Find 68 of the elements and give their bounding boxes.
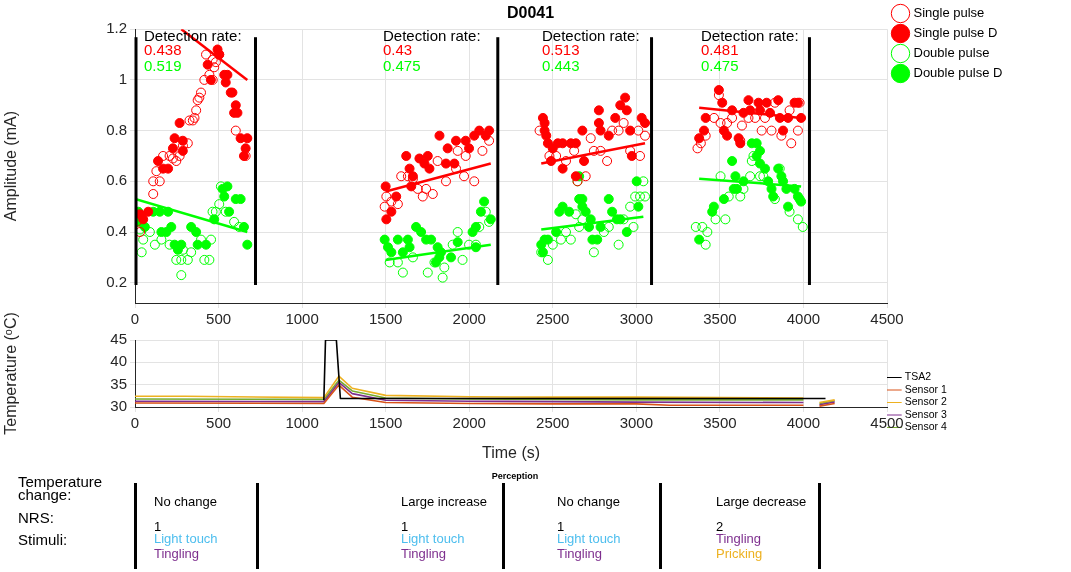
x-tick-label: 2500 xyxy=(536,310,570,328)
annotation: 0.475 xyxy=(701,57,739,75)
y-tick-label: 40 xyxy=(110,352,127,370)
x-tick-label: 4500 xyxy=(870,310,904,328)
x-tick-label: 0 xyxy=(130,310,140,328)
legend-label: Sensor 3 xyxy=(904,407,947,420)
y-axis-title: Temperature (ᵒC) xyxy=(2,312,20,435)
legend-label: Sensor 4 xyxy=(904,420,947,433)
y-tick-label: 0.8 xyxy=(106,120,127,138)
text: Tingling xyxy=(716,531,762,546)
text: No change xyxy=(154,494,217,509)
y-tick-label: 0.6 xyxy=(106,171,127,189)
text: Large decrease xyxy=(716,494,807,509)
legend-label: Single pulse xyxy=(913,5,985,21)
text: Pricking xyxy=(716,546,763,561)
text: Stimuli: xyxy=(18,531,68,548)
text: 1 xyxy=(557,519,565,534)
x-tick-label: 2500 xyxy=(536,414,570,432)
y-tick-label: 30 xyxy=(110,397,127,415)
text: Tingling xyxy=(557,546,603,561)
text: Light touch xyxy=(154,531,218,546)
y-tick-label: 45 xyxy=(110,330,127,348)
x-tick-label: 1000 xyxy=(285,414,319,432)
text: Large increase xyxy=(401,494,487,509)
x-tick-label: 4500 xyxy=(870,414,904,432)
x-tick-label: 2000 xyxy=(452,414,486,432)
x-tick-label: 4000 xyxy=(786,414,821,432)
text: Tingling xyxy=(154,546,200,561)
x-tick-label: 3500 xyxy=(703,414,737,432)
x-tick-label: 500 xyxy=(206,414,232,432)
legend-label: Sensor 1 xyxy=(904,382,947,395)
text: Tingling xyxy=(401,546,447,561)
x-tick-label: 0 xyxy=(130,414,140,432)
text: 2 xyxy=(716,519,724,534)
legend-label: Sensor 2 xyxy=(904,395,947,408)
y-axis-title: Amplitude (mA) xyxy=(2,110,20,222)
legend-label: TSA2 xyxy=(904,370,932,383)
annotation: 0.438 xyxy=(144,41,182,59)
chart-title: D0041 xyxy=(506,4,555,22)
text: No change xyxy=(557,494,620,509)
annotation: 0.443 xyxy=(542,57,580,75)
text: 1 xyxy=(401,519,409,534)
x-tick-label: 3000 xyxy=(619,310,654,328)
x-tick-label: 3000 xyxy=(619,414,654,432)
text: NRS: xyxy=(18,509,54,526)
x-tick-label: 4000 xyxy=(786,310,821,328)
text: Light touch xyxy=(557,531,621,546)
x-tick-label: 2000 xyxy=(452,310,486,328)
y-tick-label: 35 xyxy=(110,374,127,392)
annotation: 0.519 xyxy=(144,57,182,75)
y-tick-label: 0.4 xyxy=(106,222,127,240)
y-tick-label: 0.2 xyxy=(106,272,127,290)
text: Temperature change: xyxy=(18,473,104,503)
x-tick-label: 1000 xyxy=(285,310,319,328)
legend-label: Double pulse xyxy=(913,45,990,61)
x-tick-label: 1500 xyxy=(368,414,403,432)
annotation: 0.475 xyxy=(383,57,421,75)
text: 1 xyxy=(154,519,162,534)
legend-label: Double pulse D xyxy=(913,65,1003,81)
y-tick-label: 1.2 xyxy=(106,19,127,37)
text: Light touch xyxy=(401,531,465,546)
x-tick-label: 3500 xyxy=(703,310,737,328)
text: Perception xyxy=(490,470,540,483)
x-tick-label: 500 xyxy=(206,310,232,328)
legend-label: Single pulse D xyxy=(913,25,998,41)
y-tick-label: 1 xyxy=(118,70,127,88)
x-axis-title: Time (s) xyxy=(481,443,541,461)
x-tick-label: 1500 xyxy=(368,310,403,328)
